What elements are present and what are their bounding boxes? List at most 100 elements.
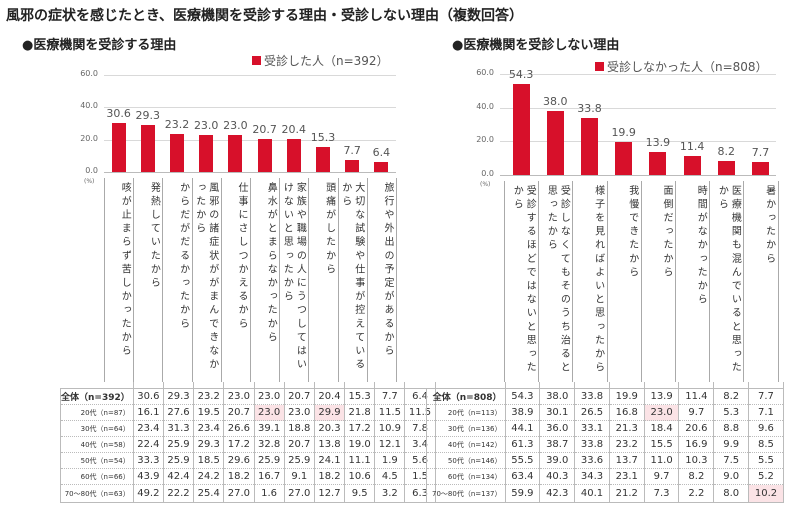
table-cell: 30.1 <box>539 404 576 421</box>
table-cell: 33.6 <box>574 452 610 469</box>
legend-label: 受診した人（n=392） <box>264 54 389 68</box>
category-label: 様子を見ればよいと思ったから <box>592 185 604 376</box>
table-cell: 26.6 <box>223 420 255 437</box>
table-row: 50代（n=54） 33.3 25.9 18.5 29.6 25.9 25.9 24.1 11.… <box>60 452 436 469</box>
table-cell: 7.1 <box>748 404 784 421</box>
table-cell: 11.1 <box>344 452 376 469</box>
table-cell: 10.9 <box>374 420 406 437</box>
category-divider <box>366 178 368 382</box>
category-divider <box>709 181 711 382</box>
table-cell: 39.0 <box>539 452 576 469</box>
bar <box>615 141 633 175</box>
data-label: 8.2 <box>717 145 736 159</box>
category-divider <box>220 178 222 382</box>
table-cell: 17.2 <box>223 436 255 453</box>
bar <box>752 162 769 175</box>
table-cell: 3.2 <box>374 484 406 503</box>
table-row: 40代（n=58） 22.4 25.9 29.3 17.2 32.8 20.7 13.8 19.… <box>60 436 436 453</box>
table-cell: 29.3 <box>193 436 225 453</box>
table-cell: 16.7 <box>253 468 285 485</box>
table-cell: 8.5 <box>748 436 784 453</box>
gridline <box>104 139 396 141</box>
table-cell: 20.3 <box>313 420 346 437</box>
data-label: 33.8 <box>577 102 602 116</box>
table-cell: 33.8 <box>574 436 610 453</box>
category-divider <box>538 181 540 382</box>
bar <box>546 111 564 175</box>
table-cell: 8.2 <box>678 468 715 485</box>
bar <box>316 147 330 172</box>
table-cell: 26.5 <box>574 404 610 421</box>
table-cell: 4.5 <box>374 468 406 485</box>
table-cell: 23.2 <box>608 436 645 453</box>
bar <box>374 161 389 172</box>
table-cell: 40.3 <box>539 468 576 485</box>
category-divider <box>504 181 505 382</box>
table-cell: 29.9 <box>313 404 346 421</box>
table-cell: 21.3 <box>608 420 645 437</box>
bar <box>170 134 184 172</box>
category-divider <box>337 178 339 382</box>
category-divider <box>572 181 574 382</box>
table-row: 全体（n=808） 54.3 38.0 33.8 19.9 13.9 11.4 8.2 7.7 <box>426 388 784 405</box>
bar <box>199 134 214 172</box>
bar <box>581 118 598 175</box>
table-cell: 9.6 <box>748 420 784 437</box>
table-cell: 33.8 <box>574 388 610 405</box>
table-cell: 25.9 <box>283 452 315 469</box>
table-cell: 18.2 <box>223 468 255 485</box>
category-divider <box>191 178 193 382</box>
table-cell: 10.2 <box>748 484 784 503</box>
table-spacer-row <box>427 382 784 389</box>
table-cell: 30.6 <box>132 388 164 405</box>
table-cell: 23.0 <box>253 388 285 405</box>
table-cell: 34.3 <box>574 468 610 485</box>
table-cell: 29.6 <box>223 452 255 469</box>
table-spacer <box>404 382 436 389</box>
y-tick-label: 20.0 <box>476 135 494 145</box>
table-row: 30代（n=136） 44.1 36.0 33.1 21.3 18.4 20.6 8.8 9.6 <box>426 420 784 437</box>
row-label: 30代（n=136） <box>426 420 506 437</box>
table-cell: 13.8 <box>313 436 346 453</box>
table-cell: 10.6 <box>344 468 376 485</box>
table-cell: 19.0 <box>344 436 376 453</box>
table-cell: 31.3 <box>162 420 195 437</box>
table-row: 30代（n=64） 23.4 31.3 23.4 26.6 39.1 18.8 20.3 17.… <box>60 420 436 437</box>
row-label: 40代（n=142） <box>426 436 506 453</box>
y-tick-label: 20.0 <box>80 133 98 143</box>
legend: 受診した人（n=392） <box>252 52 389 69</box>
table-row: 20代（n=113） 38.9 30.1 26.5 16.8 23.0 9.7 5.3 7.1 <box>426 404 784 421</box>
table-cell: 8.2 <box>713 388 750 405</box>
table-cell: 23.0 <box>643 404 680 421</box>
bar <box>228 134 243 172</box>
table-cell: 19.5 <box>193 404 225 421</box>
table-cell: 38.7 <box>539 436 576 453</box>
table-cell: 18.4 <box>643 420 680 437</box>
data-label: 23.0 <box>193 118 219 132</box>
bar <box>140 124 155 172</box>
data-label: 29.3 <box>135 108 161 122</box>
gridline <box>104 75 396 76</box>
category-divider <box>104 178 105 382</box>
row-label: 70～80代（n=137） <box>426 484 506 503</box>
table-cell: 13.7 <box>608 452 645 469</box>
table-cell: 55.5 <box>504 452 541 469</box>
table-row: 60代（n=134） 63.4 40.3 34.3 23.1 9.7 8.2 9.0 5.2 <box>426 468 784 485</box>
bar <box>717 161 735 175</box>
table-cell: 2.2 <box>678 484 715 503</box>
data-label: 23.0 <box>223 118 248 132</box>
table-cell: 25.9 <box>162 436 195 453</box>
gridline <box>104 107 396 109</box>
table-cell: 54.3 <box>504 388 541 405</box>
category-divider <box>308 178 310 382</box>
category-label: 受診するほどではないと思ったから <box>511 185 536 376</box>
table-cell: 18.2 <box>313 468 346 485</box>
table-cell: 9.5 <box>344 484 376 503</box>
table-row: 全体（n=392） 30.6 29.3 23.2 23.0 23.0 20.7 20.4 15.… <box>60 388 436 405</box>
table-cell: 22.4 <box>132 436 164 453</box>
row-label: 60代（n=66） <box>60 468 134 485</box>
data-table: 全体（n=808） 54.3 38.0 33.8 19.9 13.9 11.4 8.2 7.7 2… <box>426 382 784 503</box>
data-table: 全体（n=392） 30.6 29.3 23.2 23.0 23.0 20.7 20.4 15.… <box>60 382 436 503</box>
table-cell: 9.1 <box>283 468 315 485</box>
